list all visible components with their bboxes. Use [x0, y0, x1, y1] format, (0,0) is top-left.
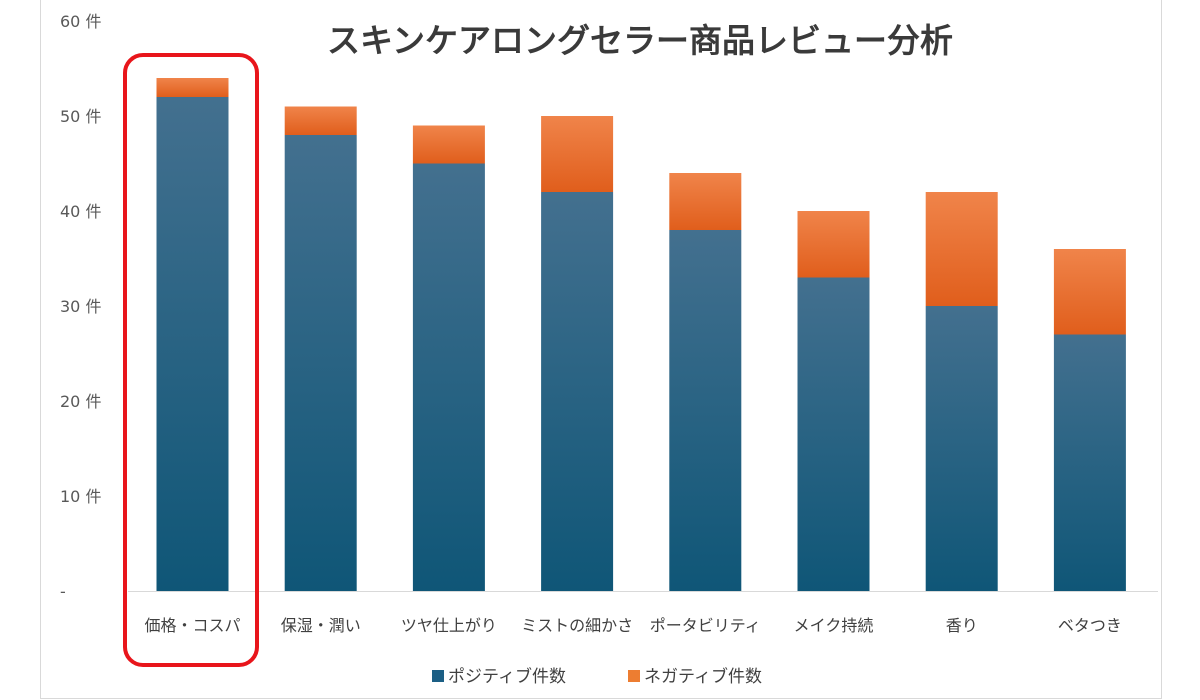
legend: ポジティブ件数 ネガティブ件数 [432, 666, 762, 687]
legend-swatch-0 [432, 670, 444, 682]
y-tick-label: 50 件 [60, 107, 101, 126]
negative-bar-0 [156, 78, 229, 97]
positive-bar-0 [156, 97, 229, 591]
positive-bar-2 [412, 163, 485, 591]
category-label: メイク持続 [794, 616, 874, 635]
positive-bar-1 [284, 135, 357, 591]
negative-bar-3 [541, 116, 614, 192]
positive-bar-3 [541, 192, 614, 591]
positive-bar-7 [1053, 334, 1126, 591]
y-tick-label: 40 件 [60, 202, 101, 221]
negative-bar-6 [925, 192, 998, 306]
category-label: ベタつき [1058, 616, 1122, 635]
y-tick-label: 20 件 [60, 392, 101, 411]
legend-label-0: ポジティブ件数 [448, 666, 566, 687]
chart-frame [40, 0, 1162, 699]
category-labels: 価格・コスパ 保湿・潤い ツヤ仕上がり ミストの細かさ ポータビリティ メイク持続 香り ベタ… [144, 616, 1121, 635]
y-tick-label: 60 件 [60, 12, 101, 31]
positive-bar-4 [669, 230, 742, 591]
negative-bar-7 [1053, 249, 1126, 335]
category-label: 保湿・潤い [281, 616, 361, 635]
chart-title: スキンケアロングセラー商品レビュー分析 [327, 21, 953, 60]
category-label: ツヤ仕上がり [401, 616, 497, 635]
category-label: ポータビリティ [650, 616, 761, 635]
category-label: 価格・コスパ [144, 616, 240, 635]
y-tick-label: 30 件 [60, 297, 101, 316]
category-label: ミストの細かさ [521, 616, 633, 635]
positive-bar-6 [925, 306, 998, 591]
legend-swatch-1 [628, 670, 640, 682]
negative-bar-2 [412, 125, 485, 164]
category-label: 香り [946, 616, 978, 635]
y-tick-label: 10 件 [60, 487, 101, 506]
axis-layer: - 10 件 20 件 30 件 40 件 50 件 60 件 [60, 12, 1158, 601]
highlight-box [123, 53, 259, 667]
negative-bar-5 [797, 211, 870, 278]
bars-layer [156, 78, 1126, 591]
legend-label-1: ネガティブ件数 [644, 666, 762, 687]
positive-bar-5 [797, 277, 870, 591]
negative-bar-1 [284, 106, 357, 135]
y-tick-label: - [60, 582, 66, 601]
negative-bar-4 [669, 173, 742, 230]
